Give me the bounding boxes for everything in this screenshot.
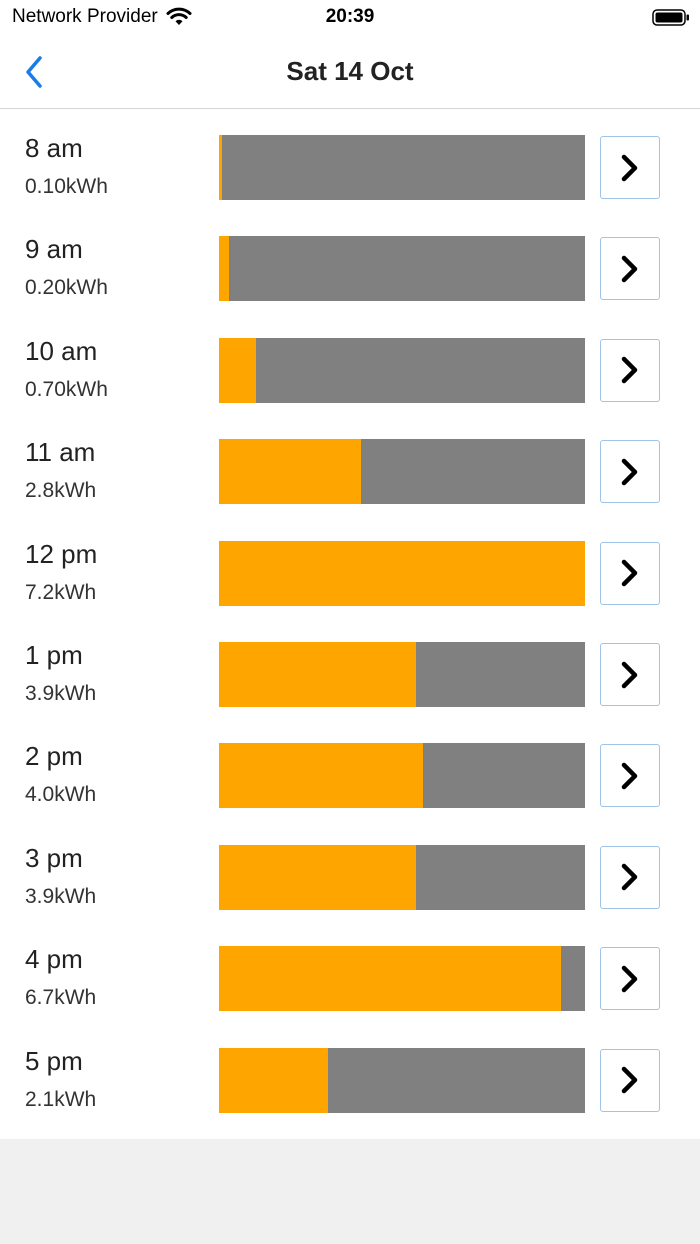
page-title: Sat 14 Oct xyxy=(286,56,414,86)
chevron-right-icon xyxy=(621,1066,638,1094)
energy-value: 3.9kWh xyxy=(25,682,97,705)
energy-value: 0.70kWh xyxy=(25,377,108,401)
usage-bar-fill xyxy=(219,642,416,707)
hour-row: 8 am 0.10kWh xyxy=(0,109,700,210)
hourly-list: 8 am 0.10kWh 9 am 0.20kWh 10 am 0.70kWh 11 am 2… xyxy=(0,109,700,1139)
usage-bar-fill xyxy=(219,236,230,302)
hour-label: 11 am xyxy=(25,437,96,468)
hour-label: 1 pm xyxy=(25,640,83,670)
usage-bar xyxy=(219,946,585,1012)
hour-label: 4 pm xyxy=(25,944,83,975)
row-detail-button[interactable] xyxy=(600,136,660,199)
back-button[interactable] xyxy=(14,50,54,94)
usage-bar xyxy=(219,743,585,809)
usage-bar xyxy=(219,439,585,505)
hour-row: 1 pm 3.9kWh xyxy=(0,616,700,717)
hour-row: 12 pm 7.2kWh xyxy=(0,515,700,616)
energy-value: 2.8kWh xyxy=(25,479,97,503)
chevron-right-icon xyxy=(621,559,638,587)
chevron-right-icon xyxy=(621,864,638,891)
usage-bar xyxy=(219,844,585,910)
row-detail-button[interactable] xyxy=(600,845,660,909)
energy-value: 2.1kWh xyxy=(25,1087,97,1111)
hour-row: 10 am 0.70kWh xyxy=(0,312,700,413)
row-detail-button[interactable] xyxy=(600,237,660,301)
usage-bar-fill xyxy=(219,1047,329,1113)
usage-bar xyxy=(219,540,585,606)
chevron-right-icon xyxy=(621,458,638,485)
usage-bar xyxy=(219,1047,585,1113)
hour-label: 8 am xyxy=(25,133,83,163)
row-detail-button[interactable] xyxy=(600,947,660,1011)
usage-bar-fill xyxy=(219,439,361,505)
hour-label: 2 pm xyxy=(25,741,83,772)
usage-bar xyxy=(219,642,585,707)
hour-label: 10 am xyxy=(25,335,98,366)
energy-value: 0.10kWh xyxy=(25,175,108,198)
energy-value: 7.2kWh xyxy=(25,580,97,604)
navigation-bar: Sat 14 Oct xyxy=(0,36,700,109)
usage-bar-fill xyxy=(219,844,416,910)
usage-bar xyxy=(219,337,585,403)
hour-row: 2 pm 4.0kWh xyxy=(0,717,700,818)
row-detail-button[interactable] xyxy=(600,643,660,706)
chevron-right-icon xyxy=(621,255,638,283)
hour-label: 12 pm xyxy=(25,538,98,569)
energy-value: 0.20kWh xyxy=(25,276,108,300)
battery-icon xyxy=(652,9,689,26)
row-detail-button[interactable] xyxy=(600,744,660,808)
energy-value: 4.0kWh xyxy=(25,783,97,807)
hour-row: 9 am 0.20kWh xyxy=(0,210,700,311)
usage-bar-fill xyxy=(219,540,585,606)
usage-bar xyxy=(219,236,585,302)
energy-value: 3.9kWh xyxy=(25,884,97,908)
chevron-left-icon xyxy=(26,56,42,88)
hour-row: 5 pm 2.1kWh xyxy=(0,1022,700,1123)
chevron-right-icon xyxy=(621,965,638,992)
hour-row: 4 pm 6.7kWh xyxy=(0,920,700,1021)
chevron-right-icon xyxy=(621,357,638,384)
usage-bar-fill xyxy=(219,743,423,809)
carrier-label: Network Provider xyxy=(12,6,158,27)
row-detail-button[interactable] xyxy=(600,338,660,402)
hour-label: 9 am xyxy=(25,234,83,265)
usage-bar-fill xyxy=(219,135,222,200)
status-time: 20:39 xyxy=(325,6,375,27)
row-detail-button[interactable] xyxy=(600,440,660,504)
status-bar: Network Provider 20:39 xyxy=(0,0,700,36)
wifi-icon xyxy=(166,7,192,25)
usage-bar-fill xyxy=(219,337,256,403)
chevron-right-icon xyxy=(621,154,638,181)
hour-label: 3 pm xyxy=(25,842,83,873)
usage-bar-fill xyxy=(219,946,561,1012)
chevron-right-icon xyxy=(621,661,638,688)
chevron-right-icon xyxy=(621,762,638,790)
hour-row: 11 am 2.8kWh xyxy=(0,413,700,514)
energy-value: 6.7kWh xyxy=(25,986,97,1010)
hour-label: 5 pm xyxy=(25,1045,83,1076)
row-detail-button[interactable] xyxy=(600,541,660,605)
hour-row: 3 pm 3.9kWh xyxy=(0,819,700,920)
row-detail-button[interactable] xyxy=(600,1048,660,1112)
usage-bar xyxy=(219,135,585,200)
status-left: Network Provider xyxy=(12,6,192,28)
